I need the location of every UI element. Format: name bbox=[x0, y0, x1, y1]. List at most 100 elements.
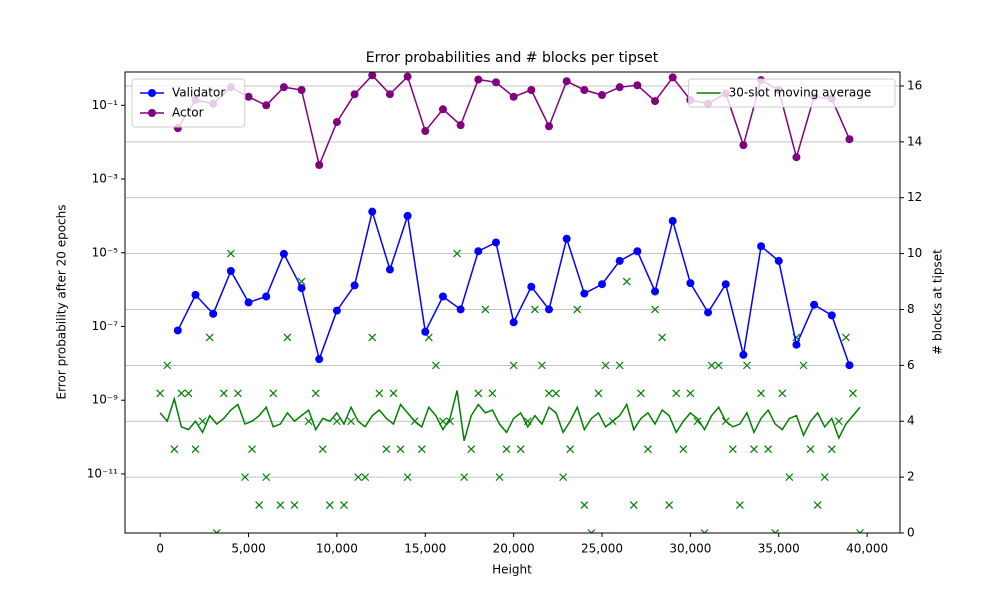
x-marker bbox=[601, 361, 610, 370]
x-tick-label: 40,000 bbox=[846, 542, 888, 556]
x-marker bbox=[375, 389, 384, 398]
y2-tick-label: 2 bbox=[907, 470, 915, 484]
x-marker bbox=[453, 249, 462, 258]
point bbox=[527, 282, 536, 291]
x-marker bbox=[481, 305, 490, 314]
x-marker bbox=[622, 277, 631, 286]
x-marker bbox=[750, 445, 758, 454]
x-marker bbox=[396, 445, 405, 454]
x-marker bbox=[446, 417, 454, 426]
y-tick-label: 10⁻¹¹ bbox=[87, 466, 118, 480]
x-marker bbox=[594, 389, 603, 398]
x-marker bbox=[318, 445, 327, 454]
point bbox=[686, 279, 695, 288]
x-marker bbox=[771, 529, 780, 533]
x-marker bbox=[538, 361, 546, 370]
point bbox=[544, 305, 553, 314]
point bbox=[456, 121, 465, 130]
x-marker bbox=[467, 445, 476, 454]
point bbox=[191, 290, 200, 299]
x-marker bbox=[573, 305, 582, 314]
x-marker bbox=[552, 389, 560, 398]
x-marker bbox=[813, 501, 822, 509]
point bbox=[491, 238, 500, 247]
point bbox=[739, 350, 748, 359]
point bbox=[474, 75, 483, 84]
x-marker bbox=[693, 417, 702, 426]
x-tick-label: 35,000 bbox=[758, 542, 800, 556]
x-marker bbox=[191, 445, 200, 454]
x-tick-label: 20,000 bbox=[493, 542, 535, 556]
point bbox=[562, 77, 571, 86]
point bbox=[792, 153, 801, 162]
point bbox=[368, 207, 377, 216]
y2-tick-label: 6 bbox=[907, 358, 915, 372]
y-tick-label: 10⁻⁷ bbox=[92, 319, 119, 333]
point bbox=[491, 78, 500, 87]
y2-tick-label: 8 bbox=[907, 302, 915, 316]
x-marker bbox=[806, 445, 815, 454]
point bbox=[668, 73, 677, 82]
x-marker bbox=[234, 389, 242, 398]
x-marker bbox=[212, 529, 221, 533]
legend: Validator Actor bbox=[131, 78, 246, 128]
point bbox=[350, 281, 359, 290]
point bbox=[438, 105, 447, 114]
x-marker bbox=[735, 501, 744, 509]
x-marker bbox=[248, 445, 256, 454]
point bbox=[651, 97, 660, 106]
point bbox=[403, 72, 412, 81]
x-marker bbox=[530, 305, 539, 314]
point bbox=[757, 242, 766, 251]
x-marker bbox=[347, 417, 355, 426]
point bbox=[262, 292, 271, 301]
point bbox=[792, 340, 801, 349]
x-marker bbox=[474, 389, 483, 398]
legend-box bbox=[688, 78, 896, 108]
x-marker bbox=[785, 473, 794, 482]
x-marker bbox=[778, 389, 787, 398]
y2-tick-label: 16 bbox=[907, 78, 922, 92]
point bbox=[580, 289, 589, 298]
point bbox=[279, 83, 288, 92]
x-marker bbox=[849, 389, 857, 398]
point bbox=[315, 161, 324, 170]
point bbox=[509, 92, 518, 101]
x-marker bbox=[382, 445, 391, 454]
x-tick-label: 0 bbox=[156, 542, 164, 556]
x-marker bbox=[658, 333, 667, 342]
x-marker bbox=[799, 361, 808, 370]
legend-marker bbox=[148, 109, 156, 117]
x-marker bbox=[743, 361, 751, 370]
point bbox=[262, 101, 271, 110]
x-marker bbox=[163, 361, 172, 370]
x-marker bbox=[403, 473, 412, 482]
point bbox=[509, 318, 518, 327]
x-marker bbox=[226, 249, 235, 258]
x-marker bbox=[764, 445, 773, 454]
x-marker bbox=[841, 333, 850, 342]
x-marker bbox=[205, 333, 214, 342]
x-axis-label: Height bbox=[492, 563, 532, 577]
point bbox=[421, 127, 430, 136]
x-marker bbox=[304, 417, 313, 426]
x-marker bbox=[389, 389, 398, 398]
point bbox=[668, 216, 677, 225]
x-marker bbox=[827, 445, 836, 454]
point bbox=[438, 292, 447, 301]
y2-axis-label: # blocks at tipset bbox=[931, 249, 945, 355]
point bbox=[350, 90, 359, 99]
plot-area bbox=[156, 72, 864, 533]
x-marker bbox=[332, 417, 341, 426]
x-marker bbox=[431, 361, 440, 370]
x-marker bbox=[629, 501, 638, 509]
x-marker bbox=[198, 417, 207, 426]
x-marker bbox=[714, 361, 723, 370]
point bbox=[456, 305, 465, 314]
y-tick-label: 10⁻¹ bbox=[92, 98, 119, 112]
legend: 30-slot moving average bbox=[688, 78, 896, 108]
point bbox=[827, 311, 836, 320]
x-marker bbox=[559, 473, 568, 482]
x-marker bbox=[177, 389, 186, 398]
x-marker bbox=[184, 389, 193, 398]
